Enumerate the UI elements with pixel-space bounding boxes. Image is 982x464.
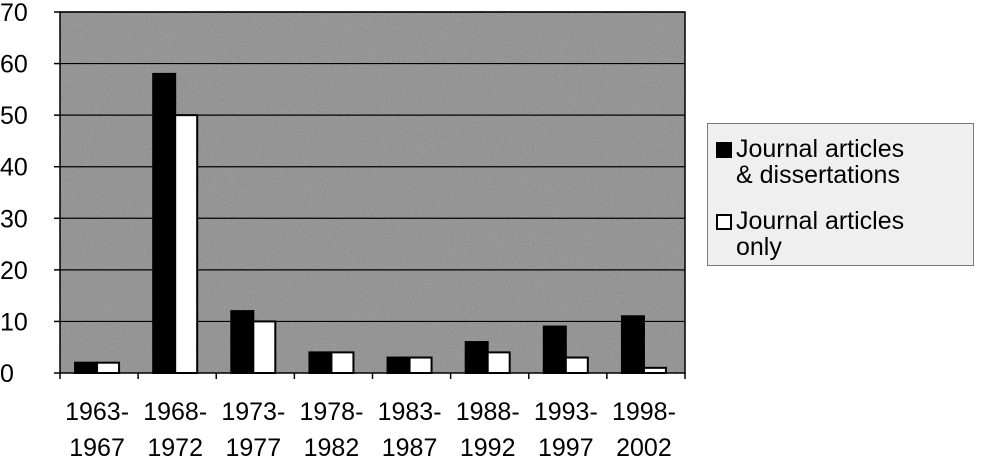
bar-dissertations — [152, 72, 177, 374]
legend-swatch-black — [716, 142, 732, 158]
bar-journal-only — [486, 351, 511, 374]
bar-journal-only — [642, 366, 667, 375]
y-tick-label: 0 — [0, 360, 14, 388]
y-tick-label: 40 — [0, 154, 28, 182]
x-tick-label: 1982 — [304, 434, 360, 462]
legend-label: Journal articles only — [736, 207, 905, 261]
bar-journal-only — [96, 361, 121, 374]
bar-dissertations — [308, 351, 333, 374]
legend-swatch-white — [716, 214, 732, 230]
x-tick-label: 2002 — [616, 434, 672, 462]
x-tick-label: 1983- — [378, 398, 442, 426]
bar-journal-only — [564, 356, 589, 374]
x-tick-label: 1997 — [538, 434, 594, 462]
x-tick-label: 1992 — [460, 434, 516, 462]
bar-dissertations — [74, 361, 99, 374]
x-tick-label: 1987 — [382, 434, 438, 462]
y-tick-label: 20 — [0, 257, 28, 285]
bar-dissertations — [464, 341, 489, 374]
x-tick-label: 1968- — [143, 398, 207, 426]
bars — [74, 72, 667, 375]
bar-dissertations — [230, 310, 255, 375]
bar-journal-only — [408, 356, 433, 374]
x-tick-label: 1988- — [456, 398, 520, 426]
y-tick-labels: 0 10 20 30 40 50 60 70 — [0, 0, 28, 388]
x-tick-label: 1967 — [69, 434, 125, 462]
y-tick-label: 60 — [0, 51, 28, 79]
x-tick-label: 1973- — [221, 398, 285, 426]
x-tick-label: 1993- — [534, 398, 598, 426]
x-tick-label: 1977 — [226, 434, 282, 462]
legend-label: Journal articles & dissertations — [736, 135, 905, 189]
legend: Journal articles & dissertations Journal… — [707, 123, 974, 266]
bar-dissertations — [542, 325, 567, 375]
bar-journal-only — [252, 320, 277, 374]
bar-journal-only — [174, 114, 199, 375]
x-tick-label: 1963- — [65, 398, 129, 426]
y-tick-label: 70 — [0, 0, 28, 27]
x-tick-label: 1978- — [299, 398, 363, 426]
x-tick-labels: 1963- 1967 1968- 1972 1973- 1977 1978- 1982 1983… — [65, 398, 676, 462]
axes — [54, 11, 686, 379]
x-tick-label: 1998- — [612, 398, 676, 426]
bar-journal-only — [330, 351, 355, 374]
y-tick-label: 30 — [0, 205, 28, 233]
bar-dissertations — [386, 356, 411, 374]
y-tick-label: 10 — [0, 308, 28, 336]
bar-dissertations — [620, 315, 645, 374]
y-tick-label: 50 — [0, 102, 28, 130]
x-tick-label: 1972 — [147, 434, 203, 462]
